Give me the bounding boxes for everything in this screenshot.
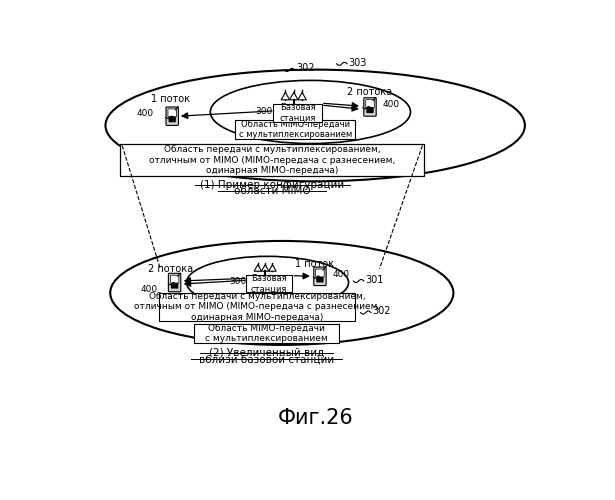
Ellipse shape [186, 256, 349, 308]
Text: 302: 302 [296, 64, 315, 74]
Polygon shape [281, 92, 290, 100]
Text: 1 поток: 1 поток [295, 259, 334, 269]
Text: Область MIMO-передачи
с мультиплексированием: Область MIMO-передачи с мультиплексирова… [239, 120, 352, 140]
Circle shape [322, 279, 323, 280]
Circle shape [174, 117, 175, 118]
Polygon shape [254, 264, 261, 271]
Circle shape [174, 285, 175, 286]
FancyBboxPatch shape [169, 274, 181, 292]
FancyBboxPatch shape [170, 275, 179, 283]
Circle shape [371, 108, 373, 109]
Circle shape [317, 279, 319, 280]
Polygon shape [290, 92, 298, 100]
FancyBboxPatch shape [166, 107, 178, 126]
Text: Область MIMO-передачи
с мультиплексированием: Область MIMO-передачи с мультиплексирова… [205, 324, 328, 344]
Text: 301: 301 [365, 275, 384, 285]
FancyBboxPatch shape [235, 120, 355, 139]
Text: Область передачи с мультиплексированием,
отличным от MIMO (MIMO-передача с разне: Область передачи с мультиплексированием,… [134, 292, 380, 322]
FancyBboxPatch shape [159, 292, 355, 321]
Text: 302: 302 [373, 306, 391, 316]
Circle shape [369, 110, 371, 111]
Ellipse shape [106, 70, 525, 182]
Text: 400: 400 [332, 270, 349, 278]
Text: 2 потока: 2 потока [148, 264, 193, 274]
Text: (1) Пример конфигурации: (1) Пример конфигурации [200, 180, 344, 190]
Circle shape [169, 119, 170, 120]
Circle shape [367, 108, 368, 109]
Circle shape [172, 119, 173, 120]
Text: Область передачи с мультиплексированием,
отличным от MIMO (MIMO-передача с разне: Область передачи с мультиплексированием,… [149, 145, 395, 175]
Circle shape [172, 285, 173, 286]
Ellipse shape [110, 241, 453, 345]
FancyBboxPatch shape [314, 267, 326, 285]
Text: 300: 300 [255, 108, 272, 116]
Text: Базовая
станция: Базовая станция [251, 274, 287, 293]
Circle shape [319, 280, 320, 282]
FancyBboxPatch shape [194, 324, 339, 343]
Text: 2 потока: 2 потока [347, 86, 392, 97]
Polygon shape [298, 92, 306, 100]
FancyBboxPatch shape [168, 109, 177, 117]
Circle shape [369, 108, 371, 109]
Circle shape [371, 110, 373, 111]
FancyBboxPatch shape [366, 100, 375, 108]
Circle shape [176, 287, 178, 288]
Text: 400: 400 [137, 108, 154, 118]
Circle shape [174, 120, 175, 122]
FancyBboxPatch shape [121, 144, 424, 176]
Ellipse shape [210, 80, 411, 144]
Circle shape [317, 280, 319, 282]
Text: 400: 400 [383, 100, 400, 109]
FancyBboxPatch shape [364, 98, 376, 116]
FancyBboxPatch shape [246, 275, 292, 292]
Text: 400: 400 [141, 284, 158, 294]
Circle shape [172, 117, 173, 118]
Circle shape [169, 120, 170, 122]
Text: Базовая
станция: Базовая станция [279, 104, 315, 123]
Circle shape [319, 279, 320, 280]
Circle shape [174, 287, 175, 288]
Circle shape [169, 117, 170, 118]
FancyBboxPatch shape [273, 104, 322, 122]
Polygon shape [261, 264, 269, 271]
Circle shape [176, 285, 178, 286]
Circle shape [172, 120, 173, 122]
Text: области MIMO: области MIMO [234, 186, 311, 196]
Text: Фиг.26: Фиг.26 [277, 408, 353, 428]
Circle shape [367, 110, 368, 111]
Text: 1 поток: 1 поток [151, 94, 190, 104]
FancyBboxPatch shape [315, 269, 324, 277]
Circle shape [322, 280, 323, 282]
Text: вблизи базовой станции: вблизи базовой станции [199, 354, 334, 364]
Text: 300: 300 [229, 278, 246, 286]
Circle shape [174, 119, 175, 120]
Circle shape [172, 287, 173, 288]
Text: 303: 303 [349, 58, 367, 68]
Text: (2) Увеличенный вид: (2) Увеличенный вид [209, 348, 324, 358]
Polygon shape [269, 264, 276, 271]
